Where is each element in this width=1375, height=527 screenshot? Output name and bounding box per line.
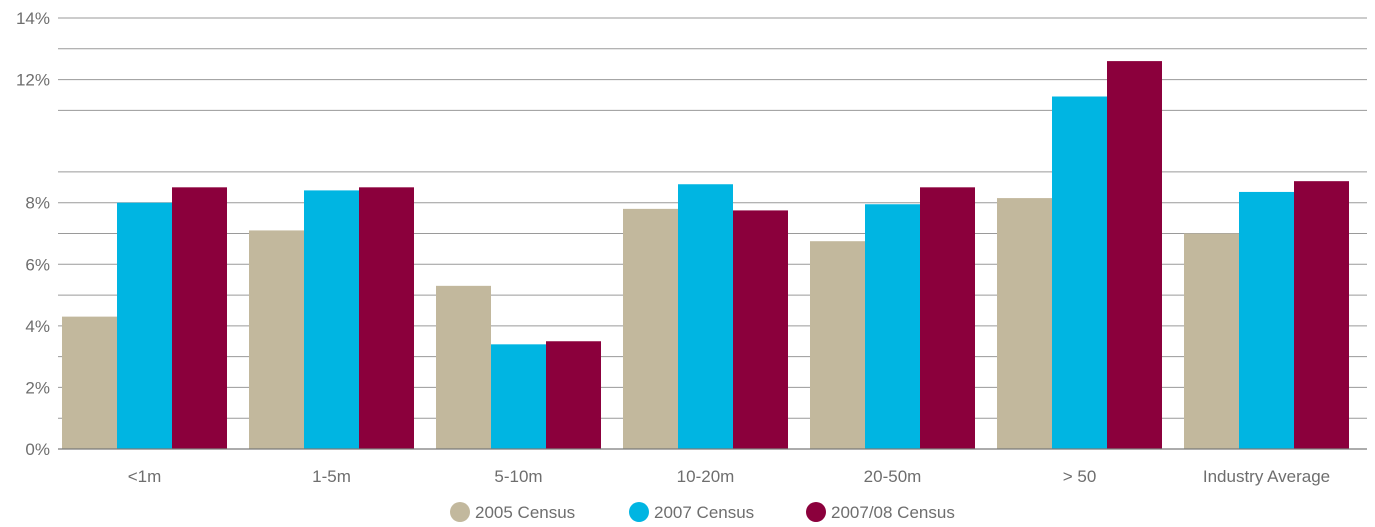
bar-2005-census-6: [1184, 233, 1239, 449]
legend: 2005 Census 2007 Census 2007/08 Census: [450, 502, 955, 522]
legend-swatch: [450, 502, 470, 522]
legend-item-1: 2007 Census: [629, 502, 754, 522]
bar-2007-census-2: [491, 344, 546, 449]
bar-2005-census-5: [997, 198, 1052, 449]
bar-2007-08-census-1: [359, 187, 414, 450]
bar-2007-08-census-6: [1294, 181, 1349, 449]
bar-2007-08-census-2: [546, 341, 601, 449]
bars: [62, 61, 1349, 450]
bar-2007-census-1: [304, 190, 359, 449]
x-tick-labels: <1m 1-5m 5-10m 10-20m 20-50m > 50 Industry Ave…: [128, 467, 1330, 486]
y-tick-label: 6%: [25, 255, 50, 274]
y-tick-labels: 0% 2% 4% 6% 8% 12% 14%: [16, 9, 50, 459]
x-tick-label: 5-10m: [494, 467, 542, 486]
bar-2007-08-census-4: [920, 187, 975, 450]
bar-2007-census-0: [117, 202, 172, 449]
bar-2007-08-census-0: [172, 187, 227, 450]
bar-2007-08-census-3: [733, 210, 788, 449]
x-tick-label: 10-20m: [677, 467, 735, 486]
bar-2005-census-1: [249, 230, 304, 449]
bar-2007-census-4: [865, 204, 920, 449]
x-tick-label: 20-50m: [864, 467, 922, 486]
y-tick-label: 0%: [25, 440, 50, 459]
legend-item-2: 2007/08 Census: [806, 502, 955, 522]
legend-label: 2005 Census: [475, 503, 575, 522]
y-tick-label: 4%: [25, 317, 50, 336]
legend-item-0: 2005 Census: [450, 502, 575, 522]
x-tick-label: 1-5m: [312, 467, 351, 486]
x-tick-label: <1m: [128, 467, 162, 486]
y-tick-label: 12%: [16, 71, 50, 90]
y-tick-label: 8%: [25, 194, 50, 213]
x-tick-label: > 50: [1063, 467, 1097, 486]
bar-2007-census-3: [678, 184, 733, 449]
bar-2007-08-census-5: [1107, 61, 1162, 449]
legend-swatch: [629, 502, 649, 522]
bar-2005-census-0: [62, 316, 117, 449]
legend-label: 2007 Census: [654, 503, 754, 522]
y-tick-label: 14%: [16, 9, 50, 28]
x-tick-label: Industry Average: [1203, 467, 1330, 486]
bar-2005-census-3: [623, 208, 678, 449]
bar-2007-census-5: [1052, 96, 1107, 449]
legend-label: 2007/08 Census: [831, 503, 955, 522]
bar-2005-census-4: [810, 241, 865, 449]
y-tick-label: 2%: [25, 378, 50, 397]
bar-2005-census-2: [436, 285, 491, 449]
bar-2007-census-6: [1239, 191, 1294, 450]
legend-swatch: [806, 502, 826, 522]
